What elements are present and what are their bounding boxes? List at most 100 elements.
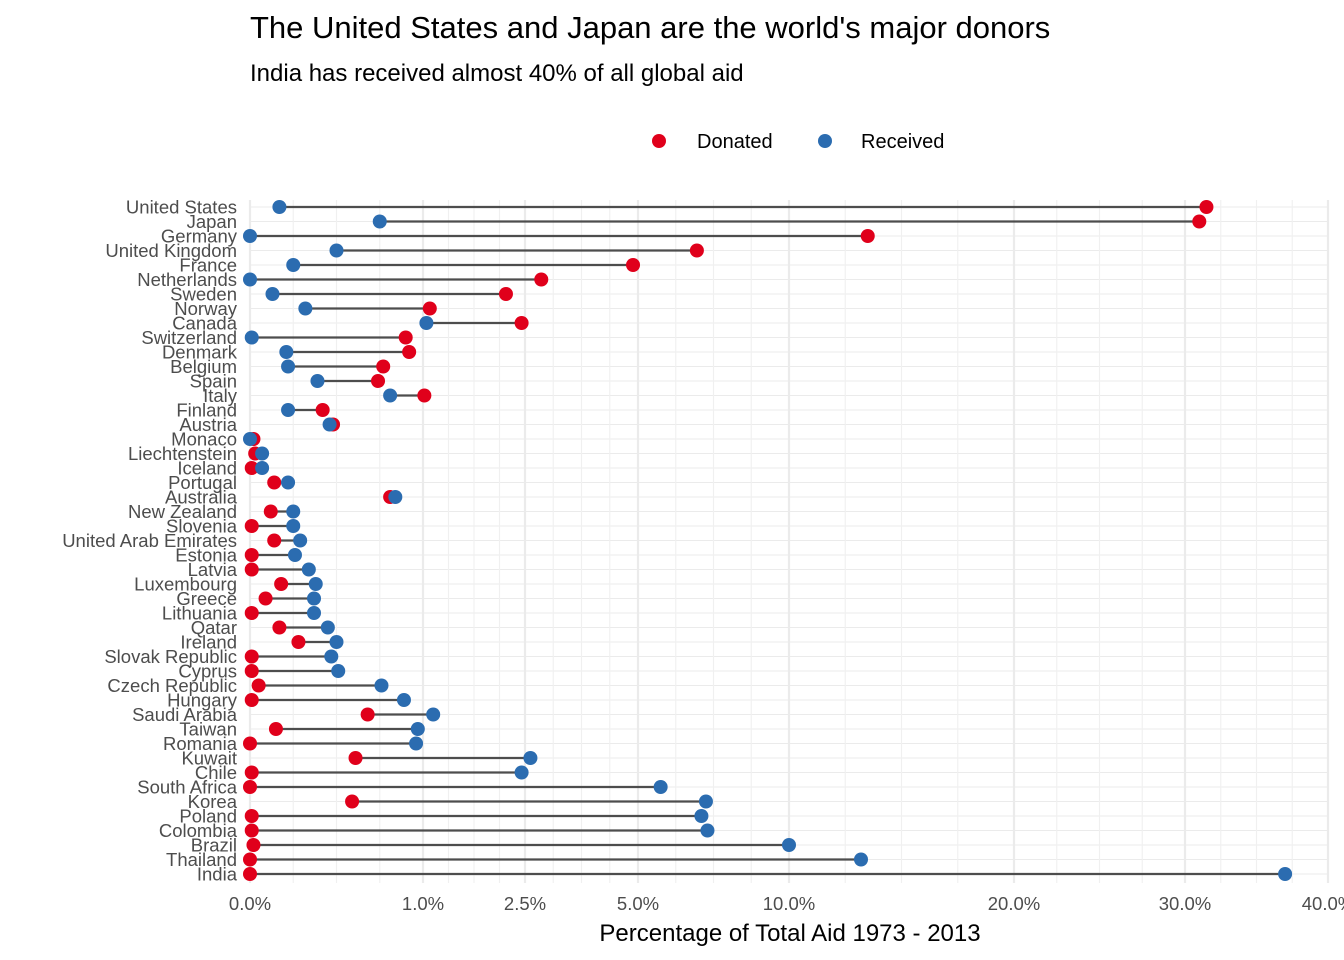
y-tick-label: United Arab Emirates bbox=[62, 530, 237, 551]
donated-point bbox=[243, 736, 257, 751]
y-tick-label: Germany bbox=[161, 226, 238, 247]
legend-donated-label: Donated bbox=[697, 131, 773, 153]
received-point bbox=[854, 852, 868, 867]
legend-received-label: Received bbox=[861, 131, 944, 153]
legend: Donated Received bbox=[652, 131, 944, 153]
y-tick-label: Iceland bbox=[177, 458, 237, 479]
y-tick-label: Poland bbox=[179, 806, 237, 827]
donated-point bbox=[626, 258, 641, 272]
received-point bbox=[244, 330, 259, 345]
donated-point bbox=[244, 548, 259, 562]
received-point bbox=[782, 838, 796, 852]
received-point bbox=[286, 258, 301, 272]
received-point bbox=[286, 519, 301, 533]
received-point bbox=[410, 722, 425, 736]
donated-point bbox=[244, 562, 259, 577]
donated-point bbox=[243, 780, 257, 794]
y-tick-label: Taiwan bbox=[179, 719, 237, 740]
received-point bbox=[329, 635, 344, 649]
received-point bbox=[243, 272, 257, 287]
donated-point bbox=[514, 316, 529, 330]
y-tick-label: Liechtenstein bbox=[128, 443, 237, 464]
received-point bbox=[698, 794, 713, 809]
donated-point bbox=[398, 330, 413, 345]
donated-point bbox=[263, 504, 278, 519]
y-tick-label: Chile bbox=[195, 762, 237, 783]
donated-point bbox=[258, 591, 273, 606]
y-tick-label: Brazil bbox=[191, 835, 237, 856]
received-point bbox=[281, 359, 296, 374]
y-tick-label: Australia bbox=[165, 487, 238, 508]
y-tick-label: Latvia bbox=[188, 559, 238, 580]
x-tick-label: 5.0% bbox=[617, 893, 659, 914]
donated-point bbox=[244, 693, 259, 707]
donated-point bbox=[267, 533, 282, 548]
y-tick-label: Japan bbox=[187, 211, 237, 232]
donated-point bbox=[274, 577, 289, 591]
received-point bbox=[307, 606, 322, 620]
donated-point bbox=[244, 461, 259, 475]
received-point bbox=[281, 403, 296, 417]
received-point bbox=[396, 693, 411, 707]
y-tick-label: Italy bbox=[203, 385, 238, 406]
y-tick-label: Finland bbox=[176, 400, 237, 421]
donated-point bbox=[244, 649, 259, 664]
received-point bbox=[388, 490, 403, 504]
y-tick-label: Belgium bbox=[170, 356, 237, 377]
y-tick-label: Austria bbox=[179, 414, 237, 435]
y-tick-label: Thailand bbox=[166, 849, 237, 870]
donated-point bbox=[244, 664, 259, 678]
received-point bbox=[419, 316, 434, 330]
received-point bbox=[322, 417, 337, 432]
y-tick-label: New Zealand bbox=[128, 501, 237, 522]
received-point bbox=[324, 649, 339, 664]
chart-title: The United States and Japan are the worl… bbox=[250, 10, 1051, 45]
y-tick-label: Spain bbox=[190, 371, 237, 392]
received-point bbox=[653, 780, 668, 794]
received-point bbox=[331, 664, 346, 678]
received-point bbox=[298, 301, 313, 316]
received-point bbox=[426, 707, 441, 722]
donated-point bbox=[244, 606, 259, 620]
x-tick-label: 0.0% bbox=[229, 893, 271, 914]
x-tick-label: 30.0% bbox=[1159, 893, 1211, 914]
y-tick-label: Luxembourg bbox=[134, 574, 237, 595]
received-point bbox=[409, 736, 424, 751]
donated-point bbox=[243, 852, 257, 867]
received-point bbox=[329, 243, 344, 258]
y-tick-label: Greece bbox=[176, 588, 237, 609]
y-tick-label: Norway bbox=[174, 298, 237, 319]
y-tick-label: South Africa bbox=[137, 777, 237, 798]
donated-point bbox=[268, 722, 283, 736]
legend-donated-marker bbox=[652, 134, 666, 148]
y-tick-label: Slovenia bbox=[166, 516, 238, 537]
received-point bbox=[281, 475, 296, 490]
segments bbox=[250, 205, 1286, 876]
y-tick-label: Sweden bbox=[170, 284, 237, 305]
y-tick-label: United States bbox=[126, 197, 237, 218]
donated-point bbox=[246, 838, 261, 852]
donated-point bbox=[244, 519, 259, 533]
donated-point bbox=[422, 301, 437, 316]
received-point bbox=[243, 432, 257, 446]
received-point bbox=[514, 765, 529, 780]
received-point bbox=[372, 214, 387, 229]
chart-subtitle: India has received almost 40% of all glo… bbox=[250, 60, 744, 87]
donated-point bbox=[244, 765, 259, 780]
y-tick-label: Kuwait bbox=[181, 748, 237, 769]
donated-point bbox=[860, 229, 875, 243]
points bbox=[243, 200, 1293, 881]
received-point bbox=[700, 823, 715, 838]
donated-point bbox=[402, 345, 417, 359]
donated-point bbox=[534, 272, 549, 287]
received-point bbox=[265, 287, 280, 301]
received-point bbox=[320, 620, 335, 635]
donated-point bbox=[417, 388, 432, 403]
x-tick-label: 40.0% bbox=[1302, 893, 1344, 914]
received-point bbox=[243, 229, 257, 243]
grid bbox=[248, 200, 1330, 883]
received-point bbox=[293, 533, 308, 548]
received-point bbox=[1278, 867, 1293, 881]
legend-received-marker bbox=[818, 134, 832, 148]
